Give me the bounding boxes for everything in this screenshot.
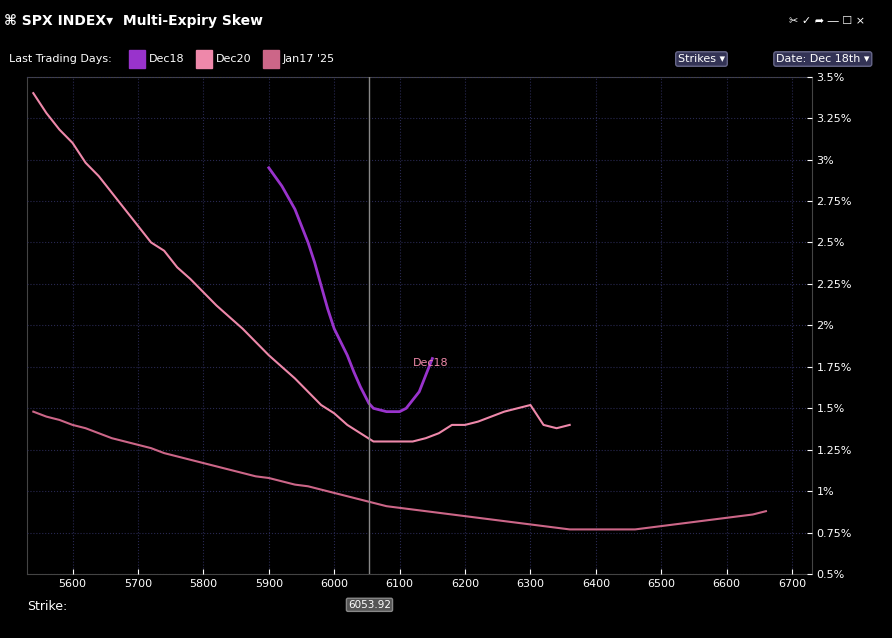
Bar [263,50,279,68]
Bar [196,50,212,68]
Text: Strikes ▾: Strikes ▾ [678,54,725,64]
Text: 6053.92: 6053.92 [348,600,391,610]
Text: Dec20: Dec20 [216,54,252,64]
Text: Strike:: Strike: [27,600,67,612]
Text: Dec18: Dec18 [149,54,185,64]
Text: Date: Dec 18th ▾: Date: Dec 18th ▾ [776,54,870,64]
Text: Jan17 '25: Jan17 '25 [283,54,334,64]
Bar [129,50,145,68]
Text: ⌘ SPX INDEX▾  Multi-Expiry Skew: ⌘ SPX INDEX▾ Multi-Expiry Skew [4,14,263,27]
Text: Last Trading Days:: Last Trading Days: [9,54,112,64]
Text: ✂ ✓ ➦ ― ☐ ×: ✂ ✓ ➦ ― ☐ × [789,16,865,26]
Text: Dec18: Dec18 [413,358,449,368]
